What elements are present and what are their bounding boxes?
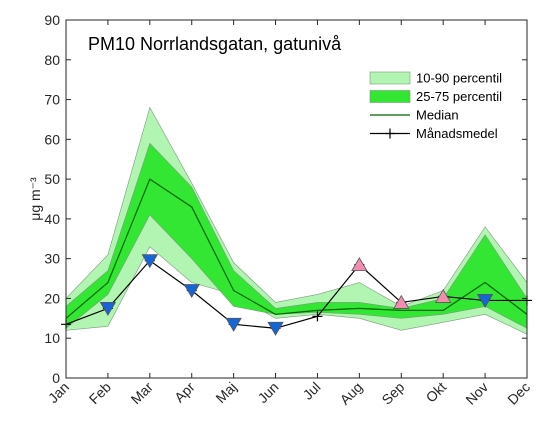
- y-tick-label: 60: [44, 131, 60, 147]
- y-tick-label: 40: [44, 211, 60, 227]
- y-axis-label: μg m⁻³: [27, 177, 43, 221]
- y-tick-label: 0: [52, 370, 60, 386]
- x-tick-label-dec: Dec: [504, 379, 533, 408]
- x-tick-label-nov: Nov: [462, 379, 491, 408]
- legend-swatch: [369, 90, 411, 103]
- x-tick-label-maj: Maj: [212, 379, 239, 406]
- legend-swatch: [369, 71, 411, 85]
- legend-item-10-90-percentil: 10-90 percentil: [369, 71, 502, 86]
- x-tick-label-mar: Mar: [128, 379, 157, 408]
- triangle-down-nov: [476, 294, 494, 308]
- triangle-up-aug: [351, 257, 368, 272]
- triangle-markers: [99, 254, 494, 336]
- legend-label: Median: [416, 108, 459, 123]
- triangle-down-feb: [99, 301, 117, 316]
- plus-marker-jul: [312, 311, 323, 322]
- y-tick-label: 70: [44, 92, 60, 108]
- legend-label: 10-90 percentil: [416, 71, 502, 86]
- triangle-up-okt: [434, 288, 452, 303]
- x-tick-label-jun: Jun: [254, 379, 281, 406]
- legend-item-m-nadsmedel: Månadsmedel: [370, 126, 498, 141]
- y-tick-label: 50: [44, 171, 60, 187]
- x-tick-label-apr: Apr: [171, 379, 198, 406]
- y-tick-label: 20: [44, 290, 60, 306]
- legend-item-25-75-percentil: 25-75 percentil: [369, 89, 502, 104]
- triangle-down-mar: [141, 254, 159, 269]
- x-tick-label-jan: Jan: [45, 379, 72, 406]
- y-tick-label: 90: [44, 12, 60, 28]
- x-tick-label-aug: Aug: [337, 379, 366, 408]
- triangle-up-sep: [393, 294, 410, 309]
- y-tick-label: 30: [44, 251, 60, 267]
- x-tick-label-feb: Feb: [86, 379, 115, 408]
- axes-box: [65, 19, 528, 379]
- y-tick-label: 10: [44, 330, 60, 346]
- x-tick-label-sep: Sep: [378, 379, 407, 408]
- triangle-down-jun: [267, 321, 284, 336]
- legend-plus-marker: [385, 128, 395, 139]
- y-axis-ticks: 0 10 20 30 40 50 60 70 80 90: [44, 12, 527, 386]
- triangle-down-apr: [183, 284, 200, 299]
- legend-label: 25-75 percentil: [416, 89, 502, 104]
- legend: 10-90 percentil 25-75 percentil Median Måna…: [369, 71, 502, 141]
- line-m-nadsmedel: [65, 259, 527, 329]
- legend-item-median: Median: [370, 108, 459, 123]
- x-tick-label-okt: Okt: [423, 379, 450, 406]
- y-tick-label: 80: [44, 52, 60, 68]
- triangle-down-maj: [225, 317, 242, 332]
- x-tick-label-jul: Jul: [300, 379, 324, 403]
- line-median: [65, 178, 528, 319]
- legend-label: Månadsmedel: [416, 126, 498, 141]
- chart-title: PM10 Norrlandsgatan, gatunivå: [88, 34, 342, 54]
